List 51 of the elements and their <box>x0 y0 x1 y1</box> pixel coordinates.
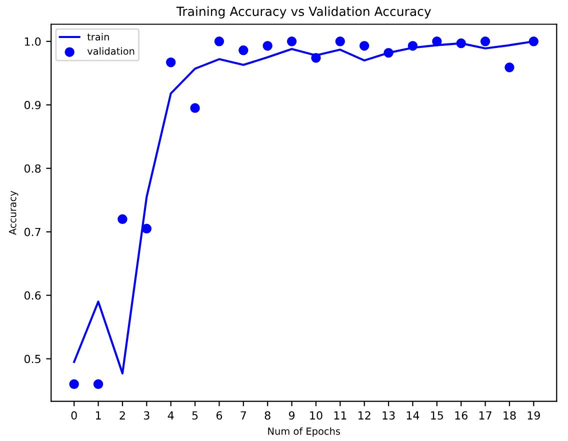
x-tick-label: 1 <box>96 411 101 420</box>
point <box>118 214 128 224</box>
x-tick-label: 4 <box>168 411 174 420</box>
x-tick-label: 19 <box>528 411 540 420</box>
point <box>286 36 297 46</box>
point <box>384 48 394 58</box>
x-tick-label: 2 <box>120 411 125 420</box>
x-tick-label: 0 <box>71 411 77 420</box>
point <box>166 57 176 68</box>
x-tick-label: 5 <box>192 411 198 420</box>
x-tick-label: 16 <box>455 411 468 420</box>
x-tick-label: 12 <box>358 411 370 420</box>
point <box>456 38 466 48</box>
y-tick-label: 0.8 <box>24 164 41 173</box>
point <box>262 40 272 51</box>
point <box>432 36 442 46</box>
point <box>335 36 346 46</box>
y-tick-label: 1.0 <box>24 37 41 46</box>
x-tick-label: 15 <box>431 411 444 420</box>
point <box>359 40 370 51</box>
chart-title: Training Accuracy vs Validation Accuracy <box>176 6 431 19</box>
point <box>69 379 79 390</box>
point <box>214 36 224 46</box>
legend-label: validation <box>87 47 134 55</box>
point <box>142 224 152 234</box>
y-tick-label: 0.9 <box>24 100 41 110</box>
x-tick-label: 8 <box>264 411 270 420</box>
point <box>190 103 200 113</box>
x-axis-title: Num of Epochs <box>268 427 340 437</box>
x-tick-label: 17 <box>479 411 492 420</box>
point <box>408 40 418 51</box>
y-tick-label: 0.5 <box>24 354 40 364</box>
x-tick-label: 13 <box>382 411 395 420</box>
y-tick-label: 0.7 <box>24 228 40 236</box>
point <box>238 45 248 56</box>
y-axis-title: Accuracy <box>9 190 18 235</box>
point <box>480 36 490 46</box>
x-tick-label: 10 <box>310 411 322 420</box>
point <box>311 53 321 63</box>
x-tick-label: 3 <box>144 411 150 420</box>
legend-label: train <box>87 33 109 41</box>
x-tick-label: 18 <box>504 411 516 420</box>
point <box>528 36 539 46</box>
x-tick-label: 6 <box>216 411 222 420</box>
point <box>504 62 514 72</box>
x-tick-label: 9 <box>288 411 295 420</box>
x-tick-label: 7 <box>240 411 246 420</box>
point <box>93 379 104 390</box>
x-tick-label: 11 <box>334 411 346 420</box>
x-tick-label: 14 <box>406 411 420 420</box>
y-tick-label: 0.6 <box>24 291 41 300</box>
